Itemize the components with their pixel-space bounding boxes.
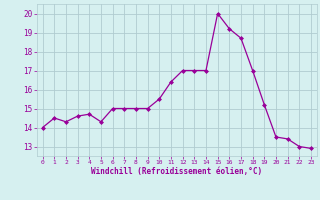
X-axis label: Windchill (Refroidissement éolien,°C): Windchill (Refroidissement éolien,°C) <box>91 167 262 176</box>
